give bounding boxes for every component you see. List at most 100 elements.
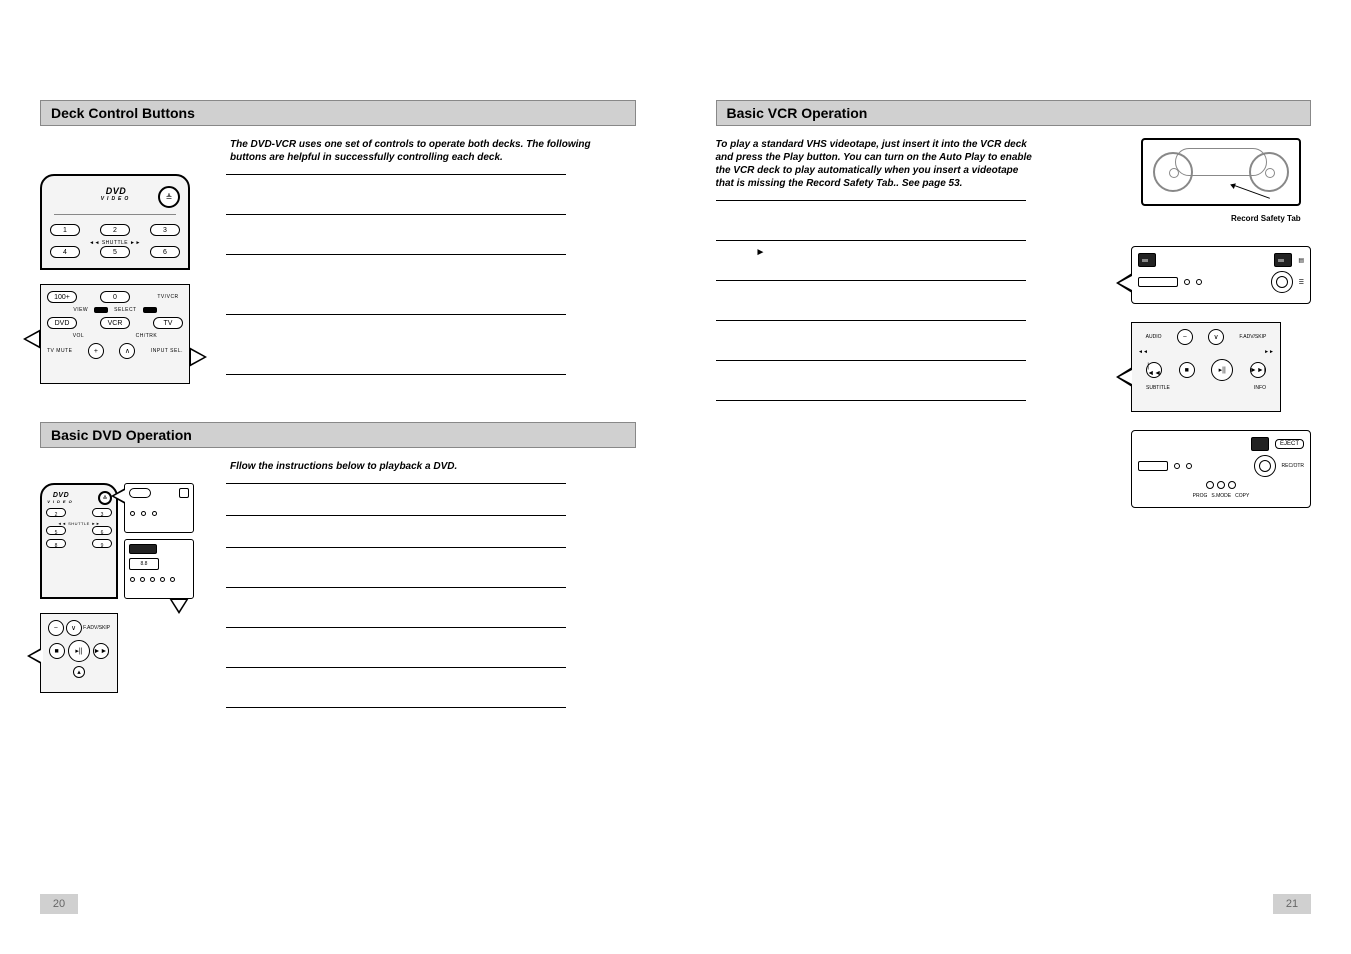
step-block: . [226,707,566,747]
ch-trk-label: CH/TRK [136,333,158,339]
prog-label: PROG [1193,493,1208,499]
remote-top2-figure: DVD VIDEO ≜ 23 ◄◄ SHUTTLE ►► 56 89 [40,483,118,599]
left-page: Deck Control Buttons The DVD-VCR uses on… [0,0,676,954]
num-1-button: 1 [50,224,80,236]
step-block: . [716,320,1026,360]
ch-up-button: ∧ [119,343,135,359]
play-mini-icon [130,577,135,582]
step-block: . [716,360,1026,400]
callout-arrow-right-icon [189,347,207,367]
dvd-op-content: DVD VIDEO ≜ 23 ◄◄ SHUTTLE ►► 56 89 [40,483,636,747]
tray-icon [1138,277,1178,287]
mute-label: TV MUTE [47,348,72,354]
display-icon [129,544,157,554]
step-block: . [226,667,566,707]
display-left [1138,253,1156,267]
front-panel-b: EJECT REC/OTR [1131,430,1311,508]
front-panel-small-a [124,483,194,533]
play-pause-button: ▸|| [1211,359,1233,381]
step-block: . [226,483,566,515]
step-block: . [226,174,566,214]
mini-btn-icon [152,511,157,516]
vcr-mode-button: VCR [100,317,130,329]
audio-label: AUDIO [1146,334,1162,340]
num-btn: 3 [92,508,112,517]
step-block: . [226,547,566,587]
deck-control-blurb: The DVD-VCR uses one set of controls to … [230,138,610,164]
tv-mode-button: TV [153,317,183,329]
stop-button: ■ [49,643,65,659]
vol-up-button: + [88,343,104,359]
smode-label: S.MODE [1211,493,1231,499]
callout-arrow-down-icon [169,598,189,614]
front-panel-small-b: 8.8 [124,539,194,599]
step-block: . [226,214,566,254]
rec-label: REC/OTR [1282,463,1305,469]
step-block: . [226,587,566,627]
callout-arrow-icon [111,488,125,504]
callout-arrow-icon [1116,367,1132,387]
minus-button: − [1177,329,1193,345]
digit-display: 8.8 [129,558,159,570]
tray-icon [1138,461,1168,471]
disp-icon [1251,437,1269,451]
vcr-op-blurb: To play a standard VHS videotape, just i… [716,138,1036,190]
mini-btn-icon [130,511,135,516]
num-5-button: 5 [100,246,130,258]
standby-icon [179,488,189,498]
dvd-logo2-text: DVD [53,492,69,499]
dvd-logo-text: DVD [106,186,127,196]
stop-mini-icon [140,577,145,582]
dvd-op-steps: . . . . . . . [226,483,566,747]
dot-icon [1196,279,1202,285]
smode-button [1217,481,1225,489]
page-number: 20 [40,894,78,914]
num-2-button: 2 [100,224,130,236]
rew-glyph-icon: ◄◄ [1138,349,1148,355]
step-block: . [226,627,566,667]
remote-top-figure: DVD VIDEO ≜ 1 2 3 ◄◄ SHUTTLE ►► 4 5 [40,174,190,270]
jog-dial-icon [1271,271,1293,293]
eject-icon: ≜ [158,186,180,208]
step-block: . [716,200,1026,240]
subtitle-label: SUBTITLE [1146,385,1170,391]
right-page: Basic VCR Operation To play a standard V… [676,0,1351,954]
deck-control-steps: . . . . . [226,174,566,406]
copy-label: COPY [1235,493,1249,499]
num-btn: 2 [46,508,66,517]
num-btn: 8 [46,539,66,548]
view-label: VIEW [73,307,88,313]
list-icon: ☰ [1299,279,1304,286]
ff-mini-icon [160,577,165,582]
section-heading-dvd-op: Basic DVD Operation [40,422,636,448]
eject2-icon: ≜ [98,491,112,505]
open-mini-icon [170,577,175,582]
select-slider-icon [143,307,157,313]
power-icon [129,488,151,498]
vcr-icon: ▤ [1298,257,1304,264]
next-button: ►►| [1250,362,1266,378]
remote-mid-figure: 100+ 0 TV/VCR VIEW SELECT DVD VCR TV [40,284,190,384]
up-button: ▴ [73,666,85,678]
num-0-button: 0 [100,291,130,303]
section-heading-vcr-op: Basic VCR Operation [716,100,1312,126]
front-panel-a: ▤ ☰ [1131,246,1311,304]
step-block: . [226,254,566,314]
remote-ctl-figure-left: − ∨ F.ADV/SKIP ■ ▸|| ►►| ▴ [40,613,118,693]
num-4-button: 4 [50,246,80,258]
view-slider-icon [94,307,108,313]
prog-button [1206,481,1214,489]
num-btn: 5 [46,526,66,535]
down-button: ∨ [66,620,82,636]
dvd-logo-sub: VIDEO [91,196,141,202]
minus-button: − [48,620,64,636]
input-sel-label: INPUT SEL. [151,348,183,354]
tv-vcr-label: TV/VCR [153,294,183,300]
step-block: ► [716,240,1026,280]
play-pause-button: ▸|| [68,640,90,662]
info-label: INFO [1254,385,1266,391]
page-number: 21 [1273,894,1311,914]
down-button: ∨ [1208,329,1224,345]
callout-arrow-icon [27,648,41,664]
copy-button [1228,481,1236,489]
